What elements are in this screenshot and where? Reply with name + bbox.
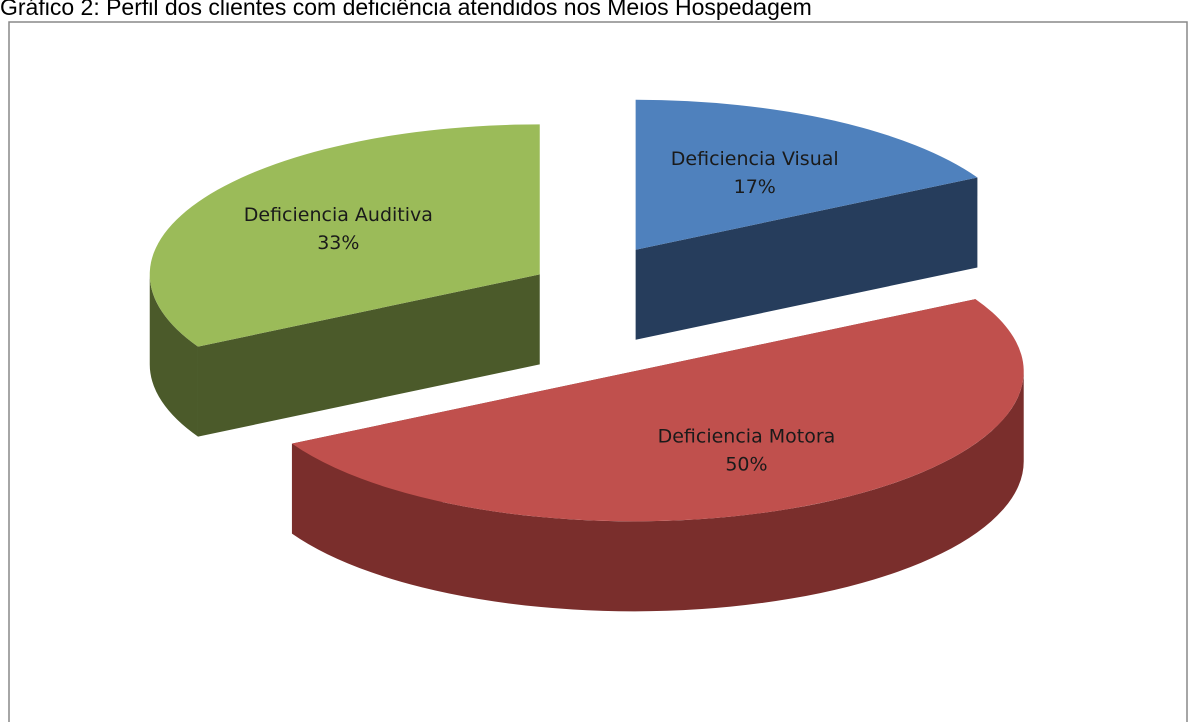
pie-slice bbox=[291, 299, 1024, 612]
slice-top bbox=[635, 99, 978, 250]
slice-radial-wall bbox=[635, 177, 978, 340]
pie-slice bbox=[635, 99, 978, 340]
slice-top bbox=[149, 124, 540, 347]
slice-value-label: 50% bbox=[725, 454, 767, 476]
slice-label: Deficiencia Auditiva bbox=[244, 204, 433, 226]
slice-value-label: 33% bbox=[317, 232, 359, 254]
slice-value-label: 17% bbox=[734, 176, 776, 198]
slice-top bbox=[291, 299, 1024, 522]
pie bbox=[149, 99, 1024, 612]
slice-label: Deficiencia Visual bbox=[671, 148, 839, 170]
pie-slice bbox=[149, 124, 540, 437]
slice-label: Deficiencia Motora bbox=[658, 426, 836, 448]
slice-outer-wall bbox=[291, 371, 1024, 612]
slice-outer-wall bbox=[149, 274, 198, 437]
chart-title: Gráfico 2: Perfil dos clientes com defic… bbox=[0, 0, 812, 20]
slice-radial-wall bbox=[197, 274, 540, 437]
